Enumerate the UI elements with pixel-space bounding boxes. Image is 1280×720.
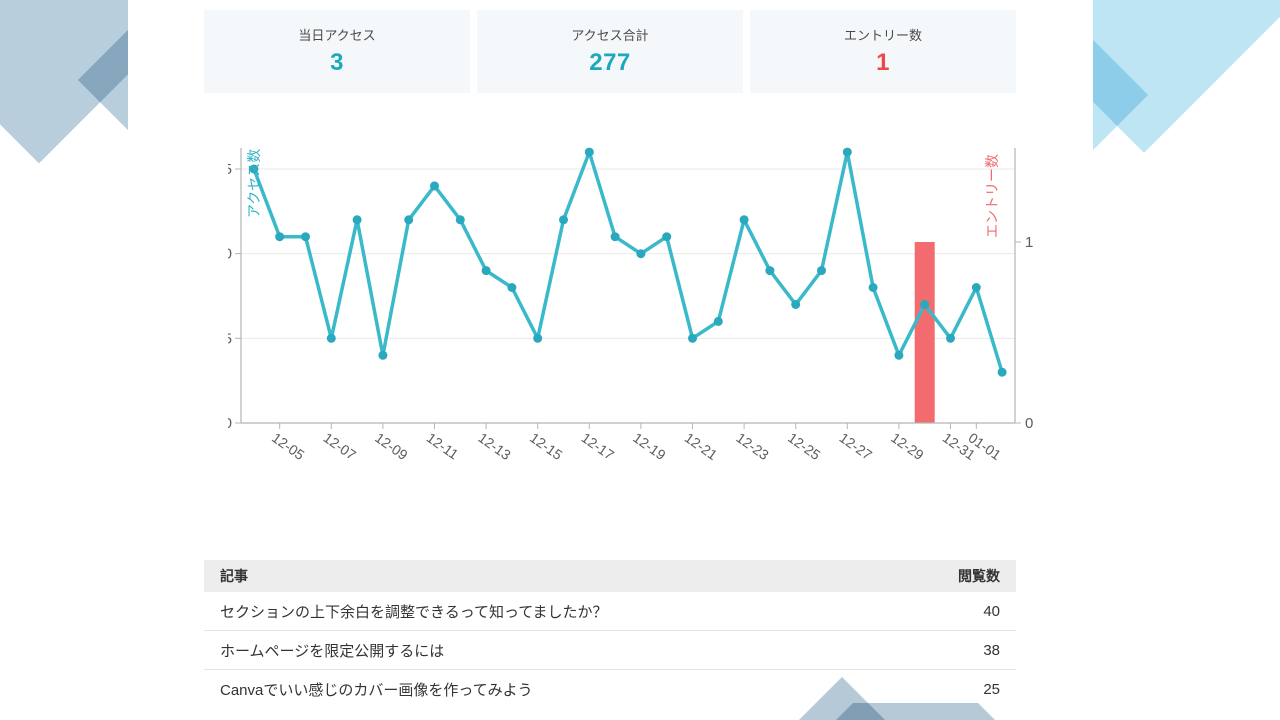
- stat-value: 277: [589, 49, 631, 76]
- svg-text:12-05: 12-05: [269, 429, 308, 463]
- svg-text:12-25: 12-25: [785, 429, 824, 463]
- decoration-diamond: [1093, 0, 1280, 153]
- svg-text:0: 0: [1025, 415, 1033, 432]
- article-table-header: 記事 閲覧数: [204, 560, 1016, 592]
- stat-value: 1: [876, 49, 890, 76]
- svg-text:エントリー数: エントリー数: [984, 154, 1000, 238]
- svg-text:12-09: 12-09: [372, 429, 411, 463]
- svg-text:12-13: 12-13: [475, 429, 514, 463]
- svg-text:5: 5: [228, 330, 232, 347]
- svg-text:10: 10: [228, 246, 232, 263]
- stat-label: 当日アクセス: [298, 28, 376, 43]
- table-row: Canvaでいい感じのカバー画像を作ってみよう 25: [204, 669, 1016, 708]
- article-table-body: セクションの上下余白を調整できるって知ってましたか？ 40 ホームページを限定公開す…: [204, 592, 1016, 708]
- stat-label: アクセス合計: [571, 28, 649, 43]
- svg-text:12-19: 12-19: [630, 429, 669, 463]
- svg-text:15: 15: [228, 161, 232, 178]
- access-chart-container: 0 5 10 15 0 1 12-05 12-07 12-09 12-11 12-13 12-15 12…: [215, 130, 1040, 475]
- decoration-diamond: [0, 0, 128, 164]
- stat-value: 3: [330, 49, 344, 76]
- svg-text:12-17: 12-17: [579, 429, 618, 463]
- decoration-top-left: [0, 0, 128, 175]
- article-views-count: 38: [983, 641, 1000, 659]
- decoration-top-right: [1093, 0, 1280, 175]
- stat-card-today-access: 当日アクセス 3: [204, 10, 470, 93]
- svg-text:12-15: 12-15: [527, 429, 566, 463]
- column-header-views: 閲覧数: [958, 568, 1000, 584]
- stat-card-entry-count: エントリー数 1: [750, 10, 1016, 93]
- stats-cards-row: 当日アクセス 3 アクセス合計 277 エントリー数 1: [204, 10, 1016, 93]
- article-views-count: 25: [983, 680, 1000, 698]
- article-table: 記事 閲覧数 セクションの上下余白を調整できるって知ってましたか？ 40 ホームペー…: [204, 560, 1016, 708]
- stat-label: エントリー数: [843, 28, 922, 43]
- svg-text:12-11: 12-11: [424, 429, 462, 462]
- svg-text:12-07: 12-07: [321, 429, 360, 463]
- access-chart: 0 5 10 15 0 1 12-05 12-07 12-09 12-11 12-13 12-15 12…: [215, 147, 1033, 463]
- article-views-count: 40: [983, 602, 1000, 620]
- table-row: ホームページを限定公開するには 38: [204, 630, 1016, 669]
- svg-text:12-23: 12-23: [733, 429, 772, 463]
- table-row: セクションの上下余白を調整できるって知ってましたか？ 40: [204, 592, 1016, 630]
- svg-text:12-27: 12-27: [837, 429, 876, 463]
- svg-text:1: 1: [1025, 234, 1033, 251]
- article-title-link[interactable]: ホームページを限定公開するには: [220, 642, 445, 660]
- stat-card-total-access: アクセス合計 277: [477, 10, 743, 93]
- article-title-link[interactable]: セクションの上下余白を調整できるって知ってましたか？: [220, 603, 608, 621]
- decoration-diamond: [1093, 39, 1149, 151]
- svg-text:0: 0: [228, 415, 232, 432]
- column-header-article: 記事: [220, 568, 248, 584]
- decoration-diamond: [77, 24, 128, 136]
- svg-text:12-21: 12-21: [682, 429, 721, 463]
- svg-text:アクセス数: アクセス数: [246, 149, 262, 218]
- svg-text:12-29: 12-29: [888, 429, 927, 463]
- article-title-link[interactable]: Canvaでいい感じのカバー画像を作ってみよう: [220, 681, 533, 699]
